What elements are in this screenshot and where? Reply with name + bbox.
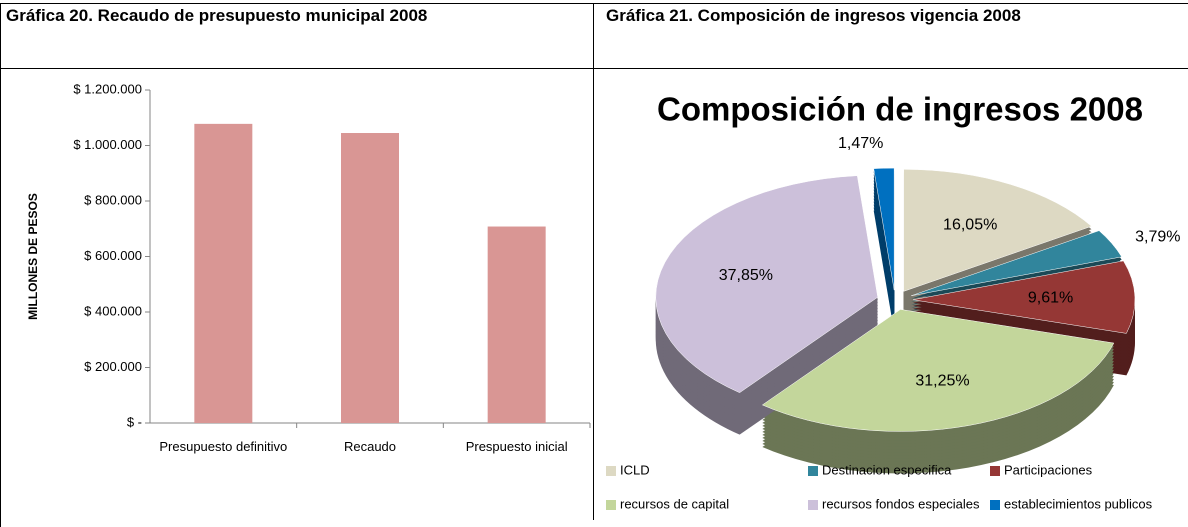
data-label: 9,61% — [1028, 289, 1073, 306]
y-tick-label: $ 1.200.000 — [73, 81, 142, 96]
slice — [873, 167, 895, 291]
legend-label: Participaciones — [1004, 462, 1093, 477]
slice — [761, 309, 1115, 432]
x-tick-label: Presupuesto definitivo — [159, 439, 288, 454]
legend-label: recursos fondos especiales — [822, 496, 980, 511]
data-label: 1,47% — [838, 135, 883, 152]
legend-label: Destinacion especifica — [822, 462, 952, 477]
bar — [487, 226, 546, 423]
bar — [194, 123, 253, 423]
table-borders — [0, 3, 1188, 527]
y-axis-label: MILLONES DE PESOS — [26, 193, 40, 320]
slice — [903, 169, 1092, 292]
legend-swatch — [808, 500, 818, 510]
chart-title: Composición de ingresos 2008 — [657, 91, 1143, 128]
data-label: 37,85% — [719, 267, 773, 284]
slice — [655, 175, 879, 393]
legend-swatch — [990, 500, 1000, 510]
y-tick-label: $ - — [127, 414, 142, 429]
legend-label: ICLD — [620, 462, 650, 477]
data-label: 16,05% — [943, 216, 997, 233]
legend-label: recursos de capital — [620, 496, 729, 511]
data-label: 31,25% — [915, 373, 969, 390]
legend-label: establecimientos publicos — [1004, 496, 1153, 511]
legend-swatch — [990, 466, 1000, 476]
legend-swatch — [606, 500, 616, 510]
y-tick-label: $ 600.000 — [84, 248, 142, 263]
slice — [912, 260, 1136, 334]
y-tick-label: $ 800.000 — [84, 192, 142, 207]
data-label: 3,79% — [1135, 228, 1180, 245]
header-cell: Gráfica 20. Recaudo de presupuesto munic… — [6, 6, 428, 25]
x-tick-label: Prespuesto inicial — [465, 439, 568, 454]
x-tick-label: Recaudo — [343, 439, 397, 454]
y-tick-label: $ 400.000 — [84, 303, 142, 318]
legend-swatch — [606, 466, 616, 476]
y-tick-label: $ 1.000.000 — [73, 137, 142, 152]
y-tick-label: $ 200.000 — [84, 359, 142, 374]
legend-swatch — [808, 466, 818, 476]
header-cell: Gráfica 21. Composición de ingresos vige… — [606, 6, 1021, 25]
slice — [911, 230, 1123, 296]
bar — [341, 133, 399, 423]
